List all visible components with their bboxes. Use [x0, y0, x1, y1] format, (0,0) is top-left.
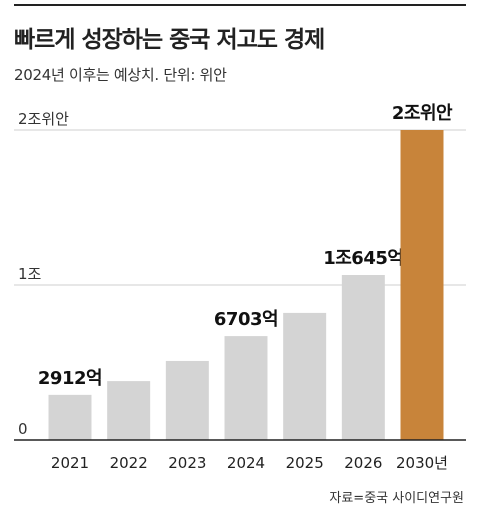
top-rule	[14, 4, 466, 6]
x-tick-label-0: 2021	[51, 454, 89, 472]
bar-2022	[107, 381, 151, 440]
x-tick-label-4: 2025	[286, 454, 324, 472]
bar-2024	[224, 336, 268, 440]
bar-2023	[165, 360, 209, 440]
bar-2030년	[400, 130, 444, 440]
x-tick-label-3: 2024	[227, 454, 265, 472]
x-tick-label-5: 2026	[344, 454, 382, 472]
bar-2025	[283, 312, 327, 440]
x-tick-label-6: 2030년	[396, 454, 448, 472]
bar-2021	[48, 394, 92, 440]
y-tick-label-1: 1조	[18, 265, 42, 283]
x-tick-label-1: 2022	[110, 454, 148, 472]
data-label-3: 6703억	[214, 309, 278, 330]
y-tick-label-2: 2조위안	[18, 110, 69, 128]
data-label-5: 1조645억	[323, 248, 403, 269]
data-label-6: 2조위안	[392, 103, 453, 124]
x-tick-label-2: 2023	[168, 454, 206, 472]
chart-title: 빠르게 성장하는 중국 저고도 경제	[14, 27, 325, 53]
source-note: 자료=중국 사이디연구원	[329, 491, 464, 506]
data-label-0: 2912억	[38, 368, 102, 389]
chart-subtitle: 2024년 이후는 예상치. 단위: 위안	[14, 66, 227, 84]
bar-2026	[341, 275, 385, 440]
y-tick-label-0: 0	[18, 420, 28, 438]
